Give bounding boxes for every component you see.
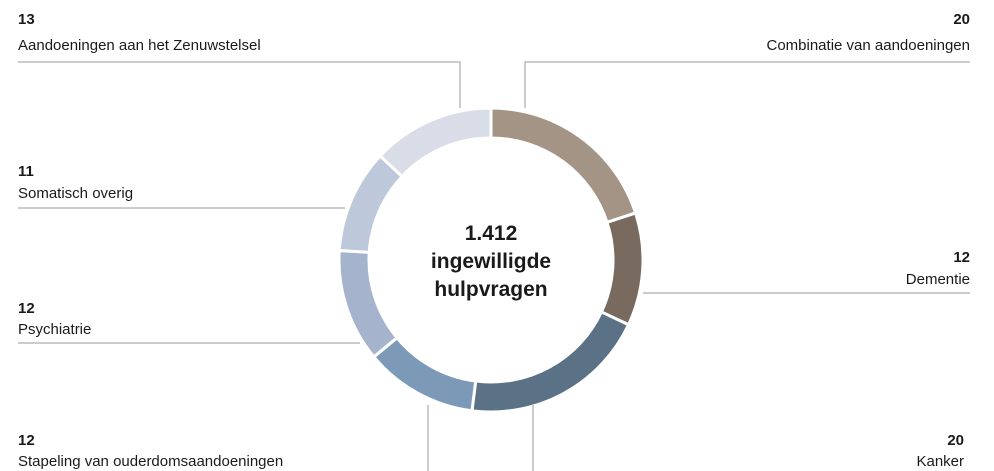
value-label: 20 xyxy=(947,432,964,449)
category-label: Dementie xyxy=(906,271,970,288)
donut-segment xyxy=(378,106,493,179)
value-label: 12 xyxy=(18,432,35,449)
category-label: Aandoeningen aan het Zenuwstelsel xyxy=(18,37,261,54)
value-label: 20 xyxy=(953,11,970,28)
center-label: 1.412 xyxy=(465,222,518,245)
donut-segment xyxy=(337,248,400,360)
center-label: ingewilligde xyxy=(431,250,551,273)
donut-segment xyxy=(489,106,638,225)
category-label: Stapeling van ouderdomsaandoeningen xyxy=(18,453,283,470)
leader-line xyxy=(524,61,970,108)
leader-line xyxy=(18,61,461,108)
donut-segment xyxy=(599,211,645,327)
value-label: 12 xyxy=(18,300,35,317)
value-label: 13 xyxy=(18,11,35,28)
category-label: Psychiatrie xyxy=(18,321,91,338)
category-label: Combinatie van aandoeningen xyxy=(767,37,971,54)
donut-segment xyxy=(371,335,478,413)
donut-segment xyxy=(337,153,405,254)
center-label: hulpvragen xyxy=(434,278,547,301)
value-label: 11 xyxy=(18,163,34,180)
value-label: 12 xyxy=(953,249,970,266)
category-label: Somatisch overig xyxy=(18,185,133,202)
category-label: Kanker xyxy=(916,453,964,470)
donut-segment xyxy=(470,309,631,414)
